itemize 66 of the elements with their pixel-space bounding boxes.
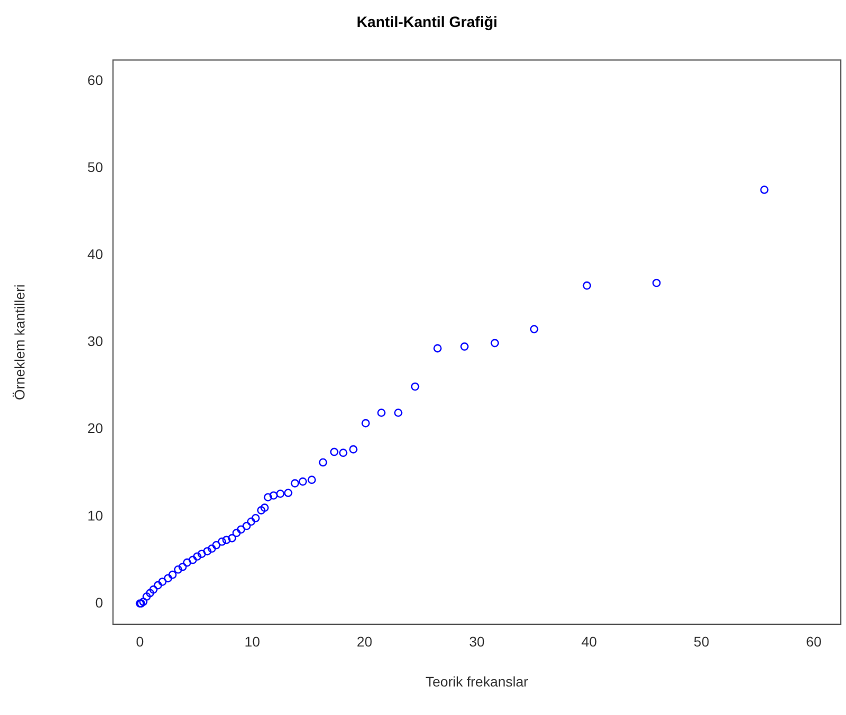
point xyxy=(236,525,246,534)
y-tick-label: 20 xyxy=(87,420,104,436)
y-tick-label: 10 xyxy=(87,507,104,524)
point xyxy=(174,565,182,574)
point xyxy=(222,536,231,544)
point xyxy=(276,490,284,498)
point xyxy=(362,419,370,428)
point xyxy=(198,550,206,558)
point xyxy=(193,552,202,561)
point xyxy=(394,408,402,417)
x-axis-title: Teorik frekanslar xyxy=(426,673,529,690)
point xyxy=(318,458,328,467)
y-tick-label: 40 xyxy=(87,246,104,262)
point xyxy=(246,517,256,526)
point xyxy=(149,585,158,594)
point xyxy=(251,514,260,522)
point xyxy=(188,556,197,564)
point xyxy=(460,342,469,351)
point xyxy=(257,506,266,514)
point xyxy=(264,493,272,502)
y-tick-label: 0 xyxy=(95,594,104,610)
point xyxy=(260,504,269,512)
x-tick-label: 30 xyxy=(469,634,485,650)
point xyxy=(142,592,151,601)
point xyxy=(269,491,278,500)
point xyxy=(168,570,177,579)
point xyxy=(242,522,251,530)
x-tick-label: 20 xyxy=(356,634,373,650)
point xyxy=(290,479,300,488)
point xyxy=(154,581,162,590)
point xyxy=(582,281,592,290)
chart-title: Kantil-Kantil Grafiği xyxy=(356,14,498,32)
point xyxy=(228,534,236,542)
y-tick-label: 30 xyxy=(87,333,104,350)
point xyxy=(212,540,220,550)
point xyxy=(433,344,442,352)
point xyxy=(164,574,172,582)
point xyxy=(284,488,292,498)
point xyxy=(330,448,338,456)
point xyxy=(339,448,348,457)
point xyxy=(178,562,187,572)
point xyxy=(308,476,316,484)
point xyxy=(139,598,148,606)
point xyxy=(652,278,661,288)
point xyxy=(490,338,499,348)
point xyxy=(218,538,226,546)
point xyxy=(208,544,216,553)
point xyxy=(146,588,154,598)
x-tick-label: 40 xyxy=(581,634,598,650)
x-tick-label: 10 xyxy=(244,634,260,650)
x-tick-label: 0 xyxy=(136,634,144,650)
x-tick-label: 50 xyxy=(694,634,710,650)
point xyxy=(349,445,358,454)
point xyxy=(530,324,538,334)
point xyxy=(377,408,386,417)
point xyxy=(760,186,768,194)
point xyxy=(410,382,420,391)
y-tick-label: 60 xyxy=(87,72,104,88)
y-tick-label: 50 xyxy=(87,158,104,175)
x-tick-label: 60 xyxy=(806,634,822,650)
point xyxy=(182,558,192,567)
y-axis-title: Örneklem kantilleri xyxy=(11,284,28,400)
point xyxy=(158,578,167,586)
point xyxy=(203,547,212,556)
point xyxy=(298,477,307,486)
point xyxy=(232,528,241,538)
